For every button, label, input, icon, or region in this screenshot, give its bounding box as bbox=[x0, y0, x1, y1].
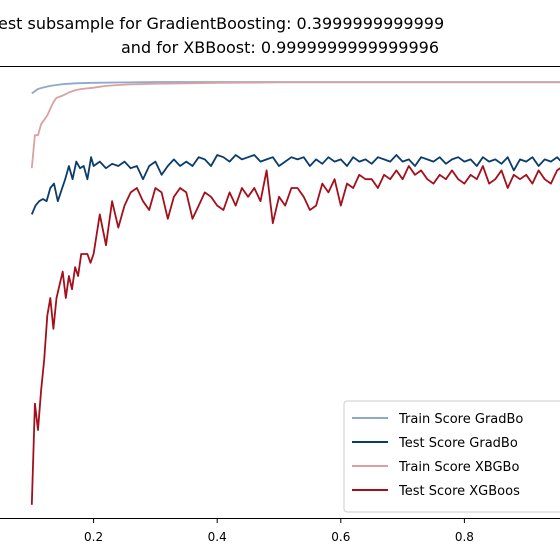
series-line-3 bbox=[30, 81, 560, 169]
x-tick-label: 0.6 bbox=[331, 530, 350, 544]
chart-title-line2: and for XBBoost: 0.9999999999999996 bbox=[121, 38, 439, 57]
legend-label-4: Test Score XGBoos bbox=[398, 484, 520, 499]
plot-area bbox=[30, 81, 560, 505]
x-axis-ticks: 0.2 0.4 0.6 0.8 bbox=[84, 518, 474, 544]
legend-label-2: Test Score GradBo bbox=[398, 436, 518, 451]
legend-label-3: Train Score XBGBo bbox=[398, 460, 519, 475]
x-tick-label: 0.2 bbox=[84, 530, 103, 544]
legend-label-1: Train Score GradBo bbox=[398, 412, 523, 427]
legend: Train Score GradBo Test Score GradBo Train… bbox=[343, 400, 560, 513]
legend-box bbox=[343, 400, 560, 513]
series-line-2 bbox=[30, 154, 560, 215]
chart-title-line1: est subsample for GradientBoosting: 0.39… bbox=[0, 14, 444, 33]
series-line-4 bbox=[30, 165, 560, 505]
x-tick-label: 0.4 bbox=[208, 530, 227, 544]
x-tick-label: 0.8 bbox=[455, 530, 474, 544]
series-line-1 bbox=[31, 81, 560, 95]
